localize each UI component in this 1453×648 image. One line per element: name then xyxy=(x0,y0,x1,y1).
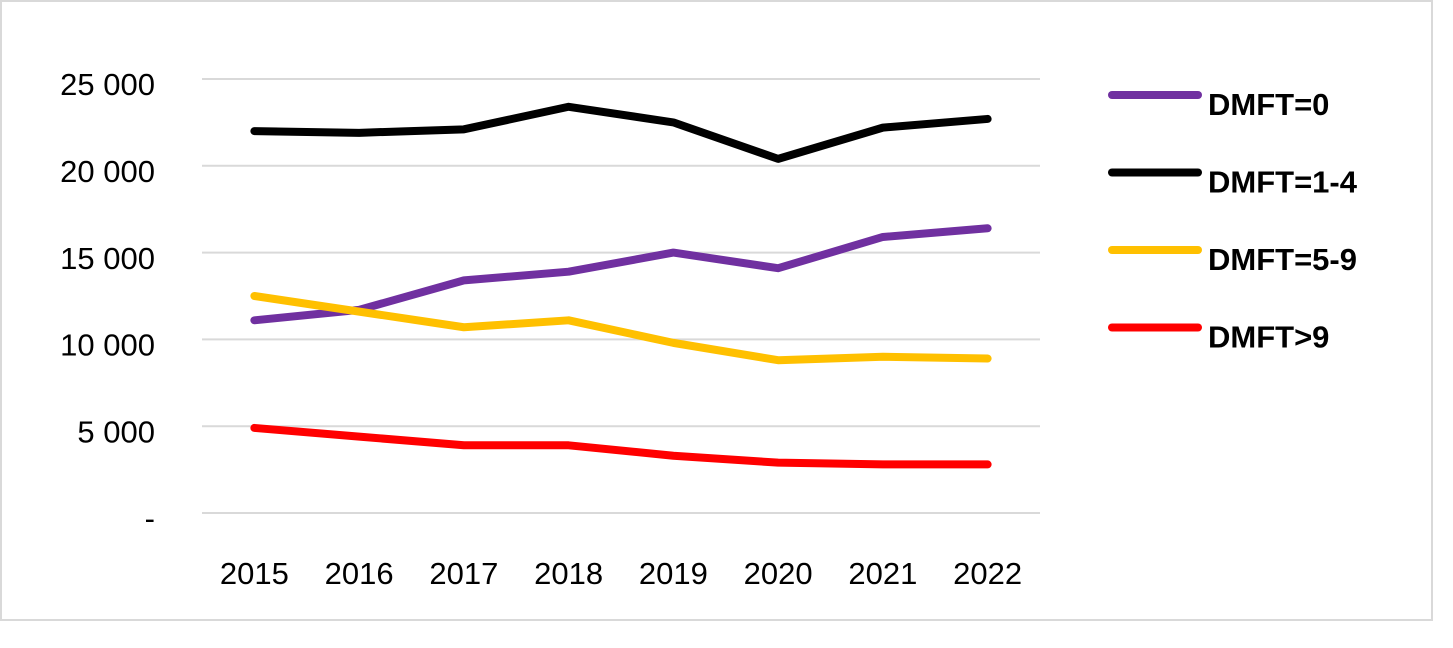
x-tick-label: 2015 xyxy=(220,556,289,591)
y-tick-label: 5 000 xyxy=(77,414,155,449)
y-tick-label: 20 000 xyxy=(60,154,155,189)
series-line xyxy=(250,224,992,325)
x-tick-label: 2016 xyxy=(325,556,394,591)
legend-label: DMFT>9 xyxy=(1208,320,1329,355)
x-tick-label: 2019 xyxy=(639,556,708,591)
chart-frame xyxy=(0,0,1433,621)
y-tick-label: 10 000 xyxy=(60,328,155,363)
legend-label: DMFT=1-4 xyxy=(1208,165,1358,200)
x-tick-label: 2022 xyxy=(953,556,1022,591)
legend-label: DMFT=5-9 xyxy=(1208,242,1357,277)
x-tick-label: 2020 xyxy=(744,556,813,591)
x-tick-label: 2021 xyxy=(848,556,917,591)
series-line xyxy=(250,423,992,469)
x-tick-label: 2018 xyxy=(534,556,603,591)
y-tick-label: 25 000 xyxy=(60,67,155,102)
y-tick-label: - xyxy=(145,501,155,536)
y-tick-label: 15 000 xyxy=(60,241,155,276)
series-line xyxy=(250,292,992,365)
x-tick-label: 2017 xyxy=(429,556,498,591)
series-line xyxy=(250,102,992,163)
legend-label: DMFT=0 xyxy=(1208,87,1329,122)
